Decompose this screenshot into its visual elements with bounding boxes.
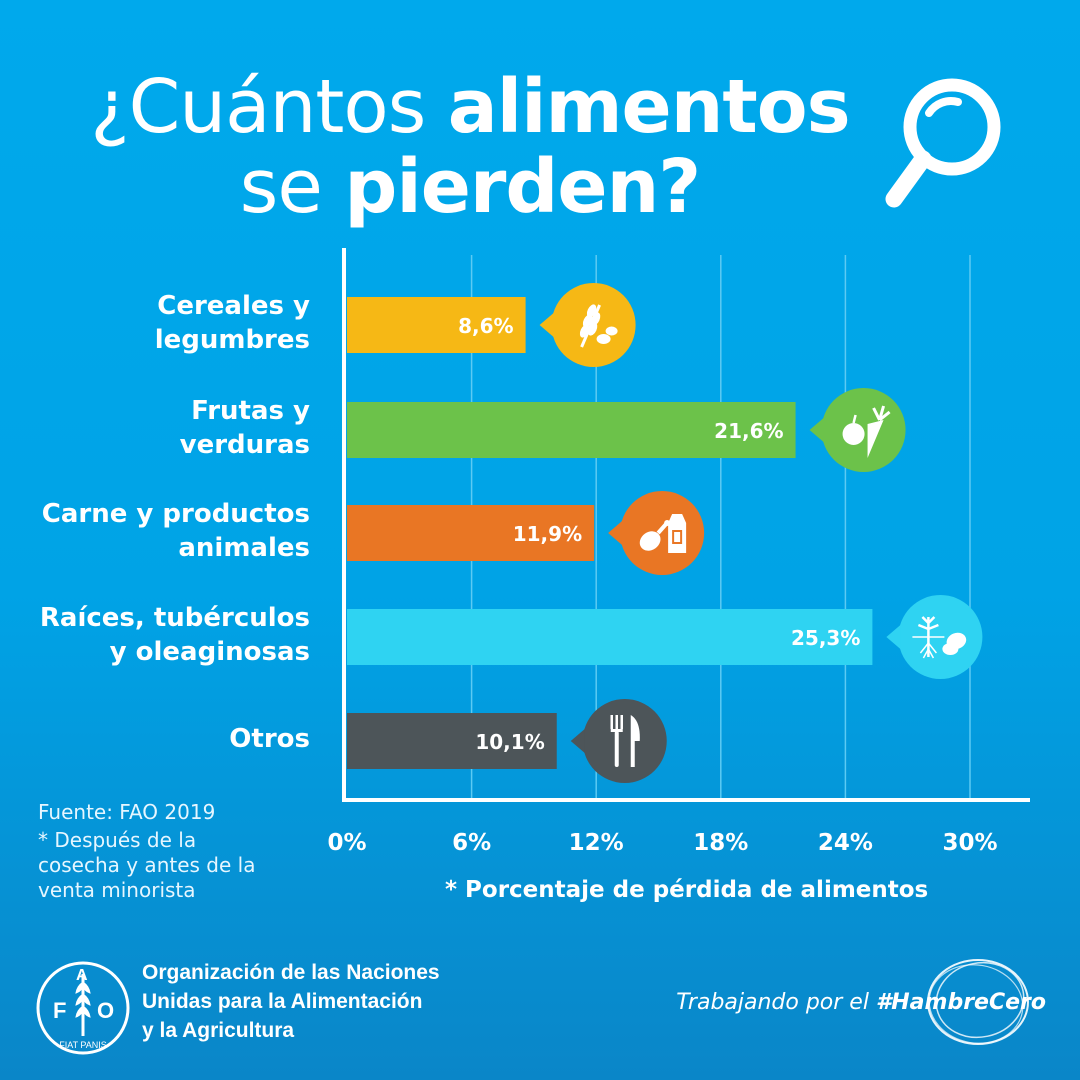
bar-icon-badge — [608, 491, 705, 575]
axes — [342, 248, 1030, 802]
category-label-line: Cereales y — [157, 291, 310, 321]
category-label-line: legumbres — [154, 325, 310, 355]
category-label-line: Frutas y — [191, 396, 310, 426]
fao-emblem-icon: F A O FIAT PANIS — [36, 961, 130, 1055]
bar-icon-badge — [539, 283, 636, 367]
organization-name-line: Organización de las Naciones — [142, 961, 440, 984]
zero-hunger-swirl-icon — [927, 959, 1029, 1045]
slogan-hashtag: #HambreCero — [875, 990, 1046, 1015]
footnote: * Después de la cosecha y antes de la ve… — [38, 828, 255, 903]
organization-name-line: Unidas para la Alimentación — [142, 990, 423, 1013]
bar-icon-badge — [886, 595, 983, 679]
organization-name: Organización de las Naciones Unidas para… — [142, 958, 440, 1045]
x-tick-label: 24% — [818, 830, 873, 856]
category-label: Frutas y verduras — [10, 394, 310, 462]
x-tick-label: 6% — [452, 830, 491, 856]
category-label-line: Carne y productos — [41, 499, 310, 529]
grain-and-beans-icon — [579, 304, 618, 348]
x-tick-label: 30% — [942, 830, 997, 856]
bar — [347, 402, 796, 458]
bar — [347, 713, 557, 769]
bar-value-label: 10,1% — [475, 730, 544, 754]
bar — [347, 505, 595, 561]
root-plant-and-potato-icon — [912, 616, 967, 659]
category-label-line: Otros — [229, 724, 310, 754]
category-label-line: verduras — [179, 430, 310, 460]
bar-icon-badge — [809, 388, 906, 472]
bar-value-label: 11,9% — [513, 522, 582, 546]
footnote-line: venta minorista — [38, 878, 196, 902]
logo-motto: FIAT PANIS — [59, 1040, 107, 1050]
bar-value-label: 8,6% — [458, 314, 513, 338]
logo-letter-f: F — [53, 998, 66, 1023]
chicken-leg-and-milk-carton-icon — [639, 514, 687, 553]
tick-labels: 0% 6% 12% 18% 24% 30% — [327, 830, 997, 856]
x-tick-label: 0% — [327, 830, 366, 856]
logo-letter-a: A — [76, 967, 88, 984]
apple-and-carrot-icon — [842, 405, 891, 458]
x-tick-label: 18% — [693, 830, 748, 856]
bar-value-label: 25,3% — [791, 626, 860, 650]
category-label: Cereales y legumbres — [10, 289, 310, 357]
title-line-1-bold: alimentos — [447, 64, 851, 150]
footnote-line: * Después de la — [38, 828, 197, 852]
title-line-1: ¿Cuántos alimentos — [40, 70, 900, 144]
title-line-2-bold: pierden? — [344, 144, 701, 230]
footnote-line: cosecha y antes de la — [38, 853, 256, 877]
category-label: Otros — [10, 722, 310, 756]
magnifying-glass-icon — [885, 78, 1001, 208]
organization-name-line: y la Agricultura — [142, 1019, 295, 1042]
category-label-line: Raíces, tubérculos — [39, 603, 310, 633]
category-label-line: y oleaginosas — [109, 637, 310, 667]
source-note: Fuente: FAO 2019 — [38, 800, 216, 824]
category-label-line: animales — [178, 533, 310, 563]
slogan-regular: Trabajando por el — [676, 990, 876, 1015]
bar — [347, 609, 873, 665]
bars: 8,6% 21,6% 11,9% 25,3% 10,1% — [347, 283, 983, 783]
category-label: Carne y productos animales — [10, 497, 310, 565]
slogan: Trabajando por el #HambreCero — [676, 990, 1046, 1015]
bar — [347, 297, 526, 353]
title-line-2: se pierden? — [40, 150, 900, 224]
title-line-1-regular: ¿Cuántos — [90, 64, 448, 150]
x-axis-title: * Porcentaje de pérdida de alimentos — [445, 877, 929, 903]
fork-and-knife-icon — [610, 715, 640, 767]
category-label: Raíces, tubérculos y oleaginosas — [10, 601, 310, 669]
x-tick-label: 12% — [569, 830, 624, 856]
title-line-2-regular: se — [239, 144, 345, 230]
bar-value-label: 21,6% — [714, 419, 783, 443]
logo-letter-o: O — [97, 998, 114, 1023]
bar-icon-badge — [570, 699, 667, 783]
